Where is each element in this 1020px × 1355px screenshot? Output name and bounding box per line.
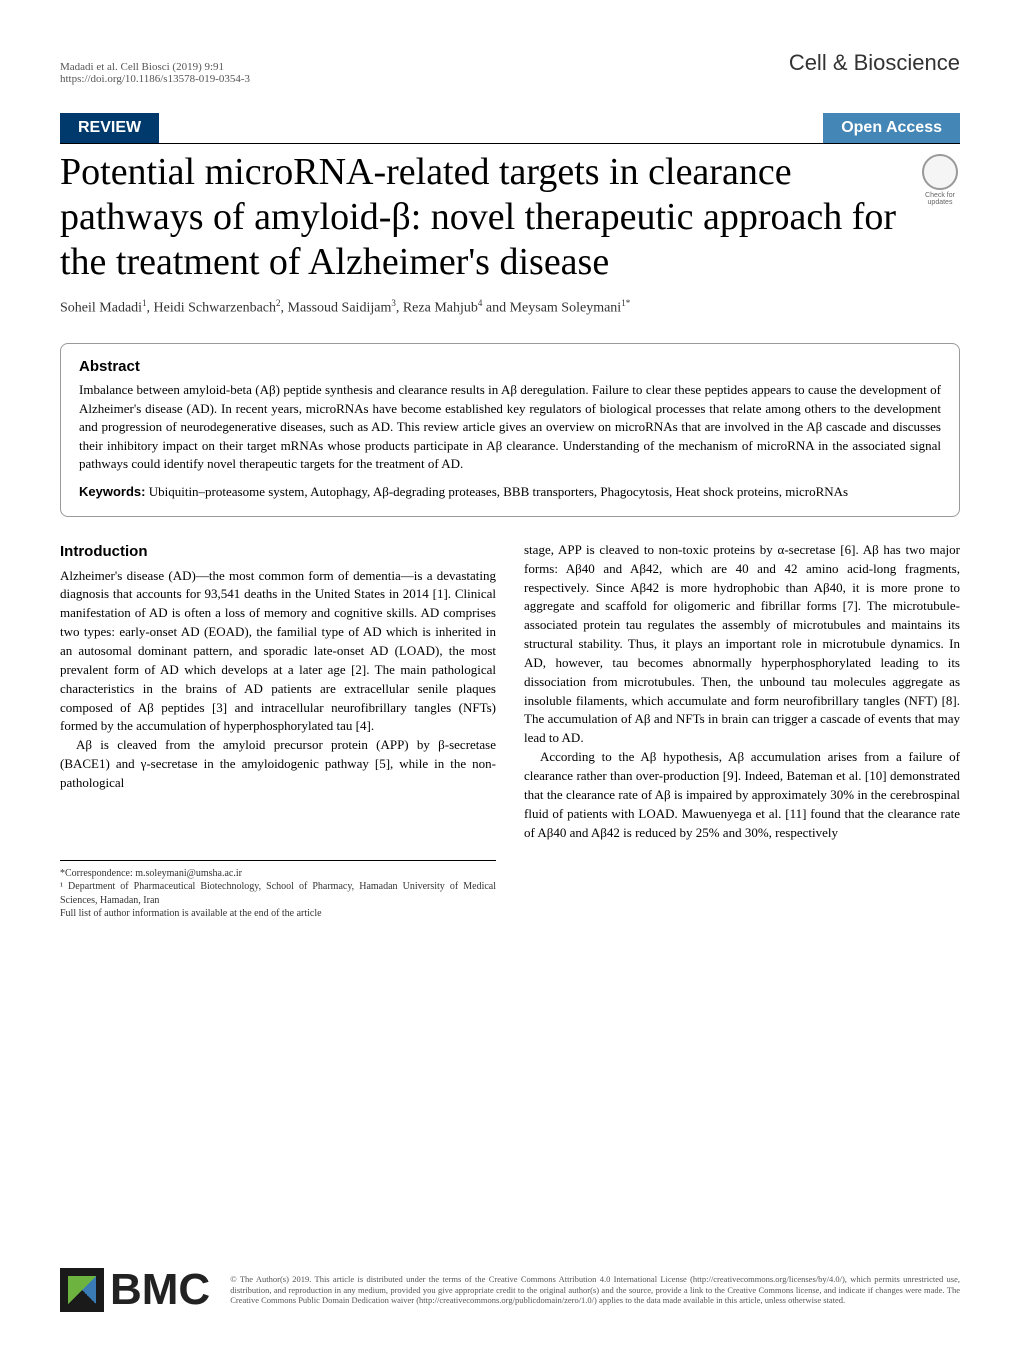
paragraph: Alzheimer's disease (AD)—the most common… [60,567,496,737]
openaccess-badge: Open Access [823,113,960,143]
column-left: Introduction Alzheimer's disease (AD)—th… [60,541,496,921]
keywords-line: Keywords: Ubiquitin–proteasome system, A… [79,483,941,501]
title-area: Potential microRNA-related targets in cl… [60,143,960,284]
correspondence-block: *Correspondence: m.soleymani@umsha.ac.ir… [60,867,496,921]
abstract-heading: Abstract [79,358,941,375]
banner-spacer [159,113,823,143]
bmc-icon [60,1268,104,1312]
bmc-logo: BMC [60,1265,210,1315]
doi-line: https://doi.org/10.1186/s13578-019-0354-… [60,73,250,85]
abstract-box: Abstract Imbalance between amyloid-beta … [60,343,960,517]
crossmark-widget[interactable]: Check for updates [920,154,960,206]
license-text: © The Author(s) 2019. This article is di… [230,1274,960,1306]
keywords-label: Keywords: [79,484,145,499]
crossmark-icon [922,154,958,190]
column-spacer [60,793,496,850]
bmc-label: BMC [110,1265,210,1315]
intro-heading: Introduction [60,541,496,563]
footer: BMC © The Author(s) 2019. This article i… [60,1265,960,1315]
corr-email: *Correspondence: m.soleymani@umsha.ac.ir [60,867,496,881]
authors-line: Soheil Madadi1, Heidi Schwarzenbach2, Ma… [60,298,960,317]
review-badge: REVIEW [60,113,159,143]
column-right: stage, APP is cleaved to non-toxic prote… [524,541,960,921]
banner-row: REVIEW Open Access [60,113,960,143]
body-columns: Introduction Alzheimer's disease (AD)—th… [60,541,960,921]
running-header: Madadi et al. Cell Biosci (2019) 9:91 ht… [60,50,960,85]
paragraph: Aβ is cleaved from the amyloid precursor… [60,736,496,793]
crossmark-label: Check for updates [920,192,960,206]
citation-line: Madadi et al. Cell Biosci (2019) 9:91 [60,61,250,73]
corr-fullist: Full list of author information is avail… [60,907,496,921]
article-title: Potential microRNA-related targets in cl… [60,150,960,284]
citation-block: Madadi et al. Cell Biosci (2019) 9:91 ht… [60,61,250,85]
keywords-text: Ubiquitin–proteasome system, Autophagy, … [149,484,848,499]
corr-affiliation: ¹ Department of Pharmaceutical Biotechno… [60,880,496,907]
paragraph: According to the Aβ hypothesis, Aβ accum… [524,748,960,842]
divider [60,860,496,861]
abstract-text: Imbalance between amyloid-beta (Aβ) pept… [79,381,941,473]
journal-name: Cell & Bioscience [789,50,960,76]
paragraph: stage, APP is cleaved to non-toxic prote… [524,541,960,748]
